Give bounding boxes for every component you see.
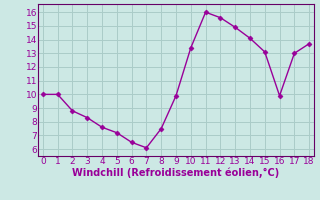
X-axis label: Windchill (Refroidissement éolien,°C): Windchill (Refroidissement éolien,°C) bbox=[72, 168, 280, 178]
